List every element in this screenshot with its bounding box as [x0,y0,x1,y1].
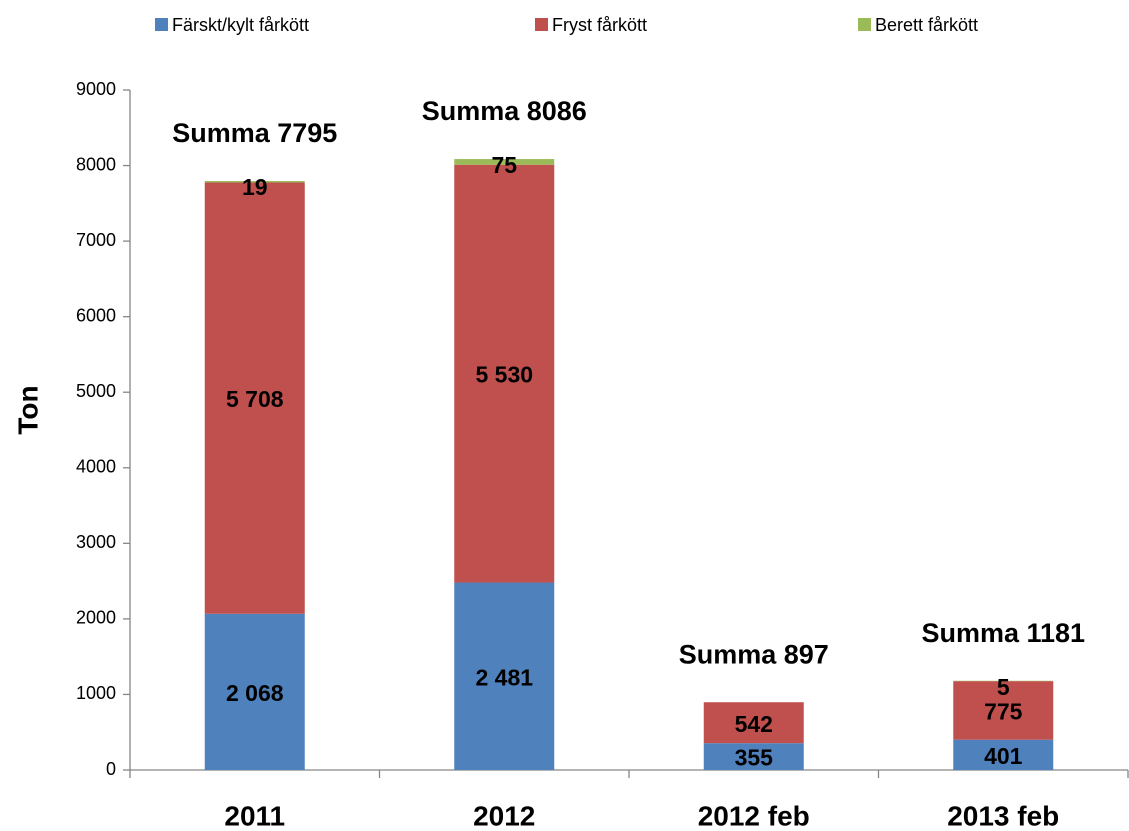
value-label: 2 481 [475,664,533,690]
value-label: 775 [984,699,1023,725]
value-label: 355 [735,745,774,771]
bar-segment [703,743,804,770]
x-tick-label: 2012 feb [698,800,810,831]
legend-label: Färskt/kylt fårkött [172,15,309,35]
bar-segment [204,613,305,770]
legend-label: Berett fårkött [875,15,978,35]
x-tick-label: 2013 feb [947,800,1059,831]
y-tick-label: 5000 [76,381,116,401]
value-label: 5 530 [475,362,533,388]
y-tick-label: 1000 [76,683,116,703]
bar-segment [454,582,555,770]
total-label: Summa 897 [679,639,829,669]
bar-segment [953,739,1054,770]
bar-segment [204,182,305,614]
x-tick-label: 2011 [224,800,285,831]
y-tick-label: 7000 [76,230,116,250]
y-tick-label: 2000 [76,608,116,628]
value-label: 2 068 [226,680,284,706]
value-label: 75 [491,152,517,178]
total-label: Summa 8086 [422,96,587,126]
total-label: Summa 7795 [172,118,337,148]
y-tick-label: 3000 [76,532,116,552]
value-label: 401 [984,743,1023,769]
y-tick-label: 9000 [76,79,116,99]
bar-segment [204,181,305,183]
y-tick-label: 8000 [76,154,116,174]
legend-swatch [155,18,168,31]
legend-swatch [535,18,548,31]
bar-segment [454,164,555,583]
value-label: 542 [735,711,773,737]
x-tick-label: 2012 [473,800,535,831]
y-tick-label: 0 [106,759,116,779]
value-label: 5 708 [226,386,284,412]
y-axis-title: Ton [12,385,43,434]
value-label: 19 [242,174,268,200]
value-label: 5 [997,674,1010,700]
total-label: Summa 1181 [921,618,1085,648]
y-tick-label: 6000 [76,305,116,325]
bar-segment [953,681,1054,740]
legend-label: Fryst fårkött [552,15,647,35]
bar-segment [703,702,804,744]
y-tick-label: 4000 [76,457,116,477]
bar-segment [454,159,555,165]
legend-swatch [858,18,871,31]
